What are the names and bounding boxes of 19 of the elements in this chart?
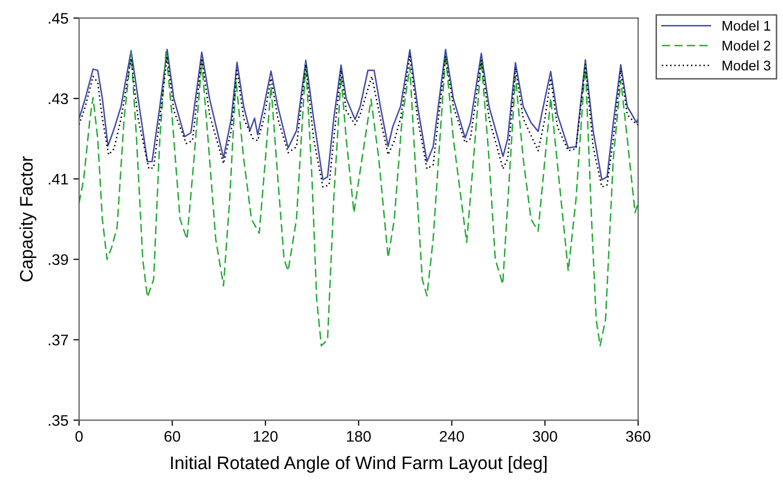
- y-tick-label: .45: [48, 13, 68, 24]
- x-tick-label: 60: [164, 430, 180, 442]
- legend-label: Model 2: [722, 40, 770, 51]
- y-tick-label: .43: [48, 93, 68, 104]
- x-tick-label: 0: [75, 430, 83, 442]
- x-axis-title: Initial Rotated Angle of Wind Farm Layout [deg]: [171, 456, 547, 473]
- x-tick-label: 360: [626, 430, 650, 442]
- x-tick-label: 240: [440, 430, 464, 442]
- y-tick-label: .39: [48, 254, 68, 266]
- y-tick-label: .35: [48, 415, 68, 426]
- y-tick-label: .37: [48, 334, 68, 346]
- x-tick-label: 180: [347, 430, 371, 442]
- x-tick-label: 300: [532, 430, 558, 442]
- x-tick-label: 120: [254, 430, 278, 442]
- y-axis-title: Capacity Factor: [19, 156, 36, 282]
- y-tick-label: .41: [48, 174, 68, 184]
- legend-label: Model 3: [722, 60, 770, 70]
- legend-label: Model 1: [722, 20, 770, 31]
- line-series: [79, 50, 638, 346]
